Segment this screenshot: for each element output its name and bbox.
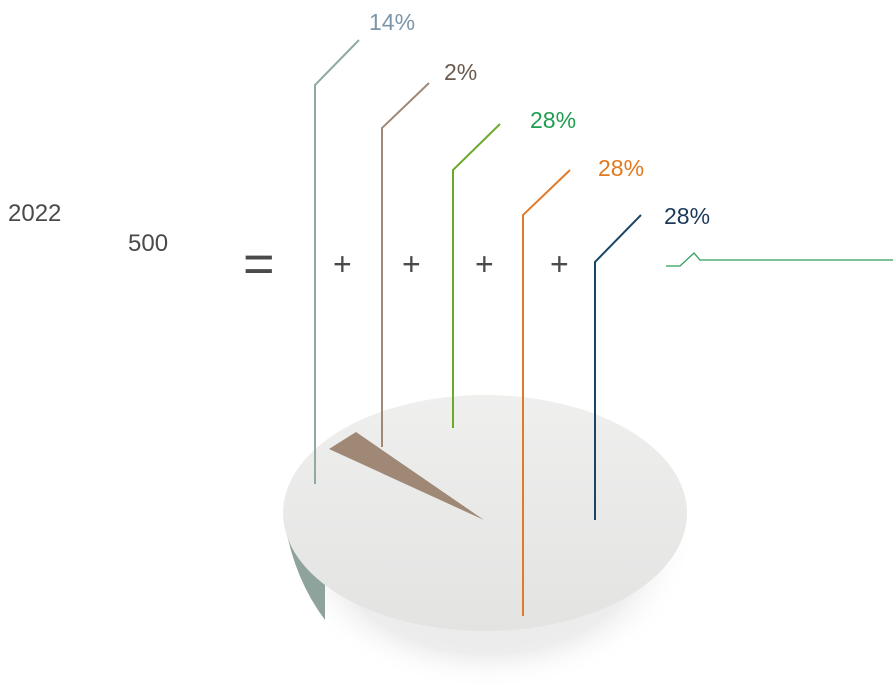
leader-line-2 <box>381 82 430 447</box>
plus-sign-1: + <box>333 246 352 282</box>
plus-sign-2: + <box>402 246 421 282</box>
year-label: 2022 <box>8 200 61 227</box>
leader-line-4 <box>522 169 571 616</box>
pie-body <box>283 395 693 688</box>
total-label: 500 <box>128 230 168 257</box>
slice-label-5: 28% <box>664 203 710 229</box>
plus-sign-4: + <box>550 246 569 282</box>
leader-lines <box>314 39 642 616</box>
trailing-green-line <box>666 252 893 267</box>
leader-line-3 <box>452 123 501 428</box>
slice-label-1: 14% <box>369 9 415 35</box>
leader-line-5 <box>594 214 642 520</box>
leader-line-1 <box>314 39 360 484</box>
pie-slice-2pct <box>329 432 484 520</box>
equals-sign: = <box>243 234 275 294</box>
slice-label-3: 28% <box>530 107 576 133</box>
pie-top-face <box>283 395 687 631</box>
slice-label-4: 28% <box>598 155 644 181</box>
slice-label-2: 2% <box>444 59 477 85</box>
plus-sign-3: + <box>475 246 494 282</box>
